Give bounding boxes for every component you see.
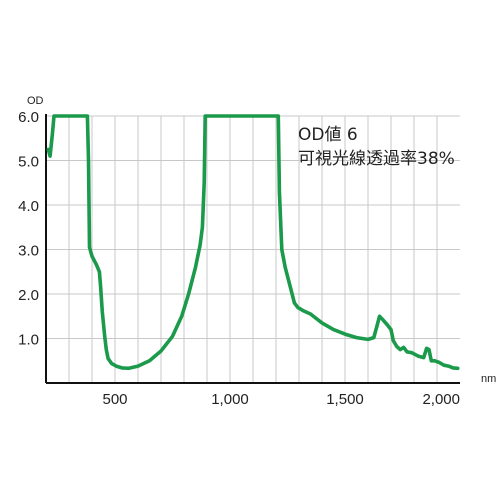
x-tick-label: 500 bbox=[102, 391, 127, 408]
x-tick-label: 1,000 bbox=[211, 391, 249, 408]
axes bbox=[45, 114, 460, 384]
x-axis-label: nm bbox=[481, 373, 496, 385]
x-tick-label: 1,500 bbox=[326, 391, 364, 408]
annotation-transmittance: 可視光線透過率38% bbox=[298, 149, 455, 169]
series-line bbox=[46, 114, 460, 371]
tick-labels: 1.0 2.0 3.0 4.0 5.0 6.0 500 1,000 1,500 2,000 bbox=[18, 109, 460, 408]
y-axis-label: OD bbox=[27, 95, 44, 107]
y-tick-label: 6.0 bbox=[18, 109, 39, 126]
annotation-od-value: OD値 6 bbox=[298, 125, 358, 145]
y-tick-label: 2.0 bbox=[18, 287, 39, 304]
y-tick-label: 1.0 bbox=[18, 332, 39, 349]
y-tick-label: 4.0 bbox=[18, 198, 39, 215]
y-tick-label: 5.0 bbox=[18, 154, 39, 171]
y-tick-label: 3.0 bbox=[18, 243, 39, 260]
x-tick-label: 2,000 bbox=[422, 391, 460, 408]
